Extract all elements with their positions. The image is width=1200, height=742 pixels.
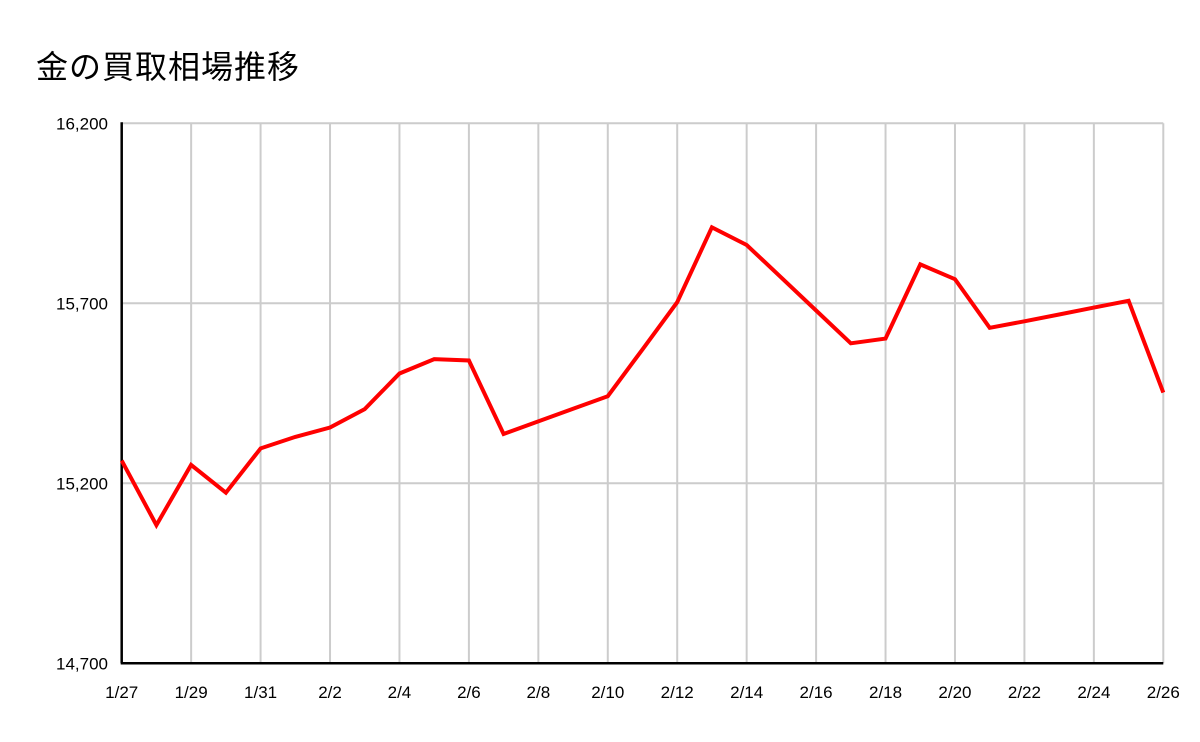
- x-tick-label: 2/26: [1147, 683, 1180, 702]
- y-tick-label: 16,200: [56, 114, 108, 133]
- x-tick-label: 2/4: [388, 683, 412, 702]
- x-tick-label: 1/29: [175, 683, 208, 702]
- y-tick-label: 15,200: [56, 474, 108, 493]
- x-tick-label: 1/31: [244, 683, 277, 702]
- x-tick-label: 2/2: [318, 683, 342, 702]
- y-tick-label: 14,700: [56, 654, 108, 673]
- x-tick-label: 2/12: [661, 683, 694, 702]
- chart-title: 金の買取相場推移: [36, 49, 301, 85]
- x-tick-label: 1/27: [105, 683, 138, 702]
- x-tick-label: 2/22: [1008, 683, 1041, 702]
- x-tick-label: 2/8: [527, 683, 551, 702]
- x-tick-label: 2/10: [591, 683, 624, 702]
- x-tick-label: 2/6: [457, 683, 481, 702]
- price-line-series: [119, 224, 1166, 530]
- x-tick-label: 2/24: [1077, 683, 1110, 702]
- x-tick-label: 2/16: [800, 683, 833, 702]
- x-tick-label: 2/20: [938, 683, 971, 702]
- x-tick-label: 2/14: [730, 683, 763, 702]
- y-tick-label: 15,700: [56, 294, 108, 313]
- x-tick-label: 2/18: [869, 683, 902, 702]
